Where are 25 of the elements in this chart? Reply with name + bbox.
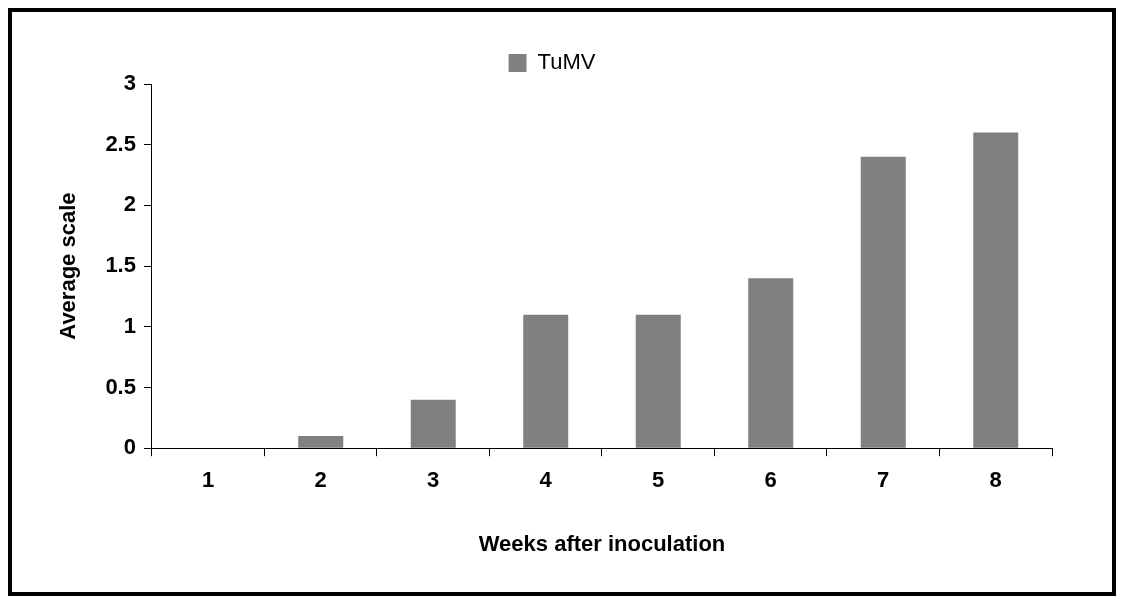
- y-tick-label: 0.5: [105, 373, 136, 399]
- bar: [410, 399, 456, 448]
- y-tick-label: 0: [123, 434, 136, 460]
- bar: [298, 436, 344, 448]
- y-tick-label: 2.5: [105, 130, 136, 156]
- x-tick-label: 6: [764, 467, 777, 493]
- x-tick-label: 4: [539, 467, 553, 493]
- y-axis-title: Average scale: [55, 192, 81, 340]
- bar: [860, 156, 906, 448]
- x-tick-label: 1: [202, 467, 215, 493]
- bar: [523, 314, 569, 448]
- y-tick-label: 1.5: [105, 252, 136, 278]
- y-tick-label: 1: [123, 312, 136, 338]
- y-tick-label: 2: [123, 191, 136, 217]
- legend-label: TuMV: [537, 49, 596, 75]
- x-tick-label: 7: [877, 467, 890, 493]
- x-tick-label: 5: [652, 467, 665, 493]
- x-axis-title: Weeks after inoculation: [478, 530, 726, 556]
- x-tick-label: 2: [314, 467, 327, 493]
- x-tick-label: 3: [427, 467, 440, 493]
- bar: [748, 278, 794, 448]
- bar: [973, 132, 1019, 448]
- x-tick-label: 8: [989, 467, 1002, 493]
- bar: [635, 314, 681, 448]
- y-tick-label: 3: [123, 70, 136, 96]
